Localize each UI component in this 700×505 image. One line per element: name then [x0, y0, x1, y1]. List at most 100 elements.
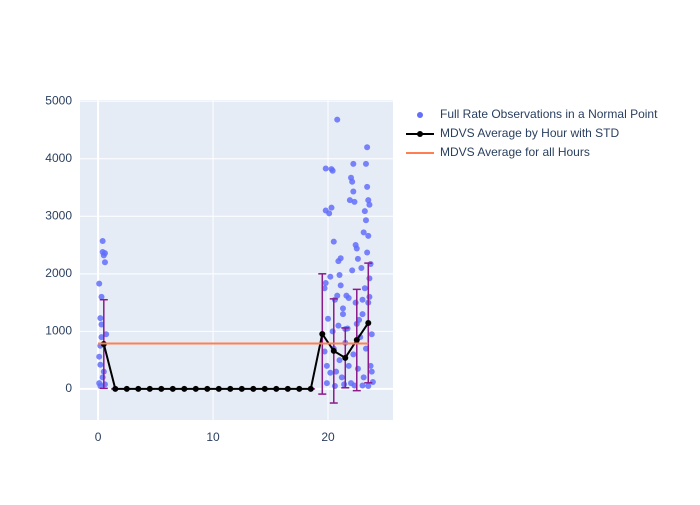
y-tick-label: 2000 — [45, 266, 72, 280]
legend-marker — [417, 131, 423, 137]
data-point — [329, 167, 336, 174]
data-point — [321, 348, 328, 355]
line-marker — [307, 385, 314, 392]
data-point — [327, 273, 334, 280]
data-point — [327, 369, 334, 376]
data-point — [350, 160, 357, 167]
data-point — [97, 383, 104, 390]
line-marker — [158, 385, 165, 392]
data-point — [351, 382, 358, 389]
data-point — [345, 294, 352, 301]
data-point — [364, 144, 371, 151]
data-point — [364, 249, 371, 256]
data-point — [362, 217, 369, 224]
line-marker — [319, 330, 326, 337]
line-marker — [353, 337, 360, 343]
legend-label: Full Rate Observations in a Normal Point — [440, 107, 658, 121]
data-point — [346, 197, 353, 204]
data-point — [101, 250, 108, 257]
data-point — [98, 334, 105, 341]
data-point — [366, 293, 373, 300]
line-marker — [135, 385, 142, 392]
data-point — [349, 267, 356, 274]
data-point — [353, 245, 360, 252]
line-marker — [169, 385, 176, 392]
data-point — [331, 383, 338, 390]
data-point — [341, 381, 348, 388]
data-point — [321, 285, 328, 292]
data-point — [368, 331, 375, 338]
data-point — [369, 379, 376, 386]
line-marker — [204, 385, 211, 392]
data-point — [361, 285, 368, 292]
data-point — [325, 315, 332, 322]
data-point — [365, 197, 372, 204]
line-marker — [296, 385, 303, 392]
line-marker — [330, 347, 337, 354]
legend-label: MDVS Average by Hour with STD — [440, 126, 620, 140]
data-point — [99, 374, 106, 381]
data-point — [322, 280, 329, 287]
line-marker — [146, 385, 153, 392]
line-marker — [112, 385, 119, 392]
data-point — [366, 201, 373, 208]
data-point — [97, 361, 104, 368]
line-marker — [215, 385, 222, 392]
data-point — [333, 368, 340, 375]
data-point — [360, 229, 367, 236]
data-point — [103, 331, 110, 338]
x-tick-label: 10 — [206, 430, 220, 444]
data-point — [354, 255, 361, 262]
data-point — [352, 299, 359, 306]
data-point — [368, 368, 375, 375]
line-marker — [365, 319, 372, 326]
data-point — [366, 275, 373, 282]
line-marker — [192, 385, 199, 392]
data-point — [101, 259, 108, 266]
data-point — [339, 311, 346, 318]
data-point — [323, 362, 330, 369]
data-point — [330, 238, 337, 245]
data-point — [362, 160, 369, 167]
x-tick-label: 20 — [321, 430, 335, 444]
line-marker — [181, 385, 188, 392]
data-point — [360, 374, 367, 381]
line-marker — [273, 385, 280, 392]
data-point — [98, 293, 105, 300]
plot-area — [80, 100, 393, 420]
line-marker — [238, 385, 245, 392]
line-marker — [123, 385, 130, 392]
legend-label: MDVS Average for all Hours — [440, 145, 590, 159]
line-marker — [261, 385, 268, 392]
y-tick-label: 1000 — [45, 324, 72, 338]
line-marker — [250, 385, 257, 392]
data-point — [359, 311, 366, 318]
line-marker — [284, 385, 291, 392]
data-point — [96, 280, 103, 287]
data-point — [365, 383, 372, 390]
data-point — [367, 362, 374, 369]
data-point — [326, 210, 333, 217]
data-point — [350, 351, 357, 358]
data-point — [97, 315, 104, 322]
data-point — [99, 238, 106, 245]
data-point — [359, 382, 366, 389]
data-point — [365, 232, 372, 239]
y-tick-label: 4000 — [45, 151, 72, 165]
line-marker — [342, 354, 349, 361]
data-point — [335, 322, 342, 329]
data-point — [364, 183, 371, 190]
data-point — [329, 328, 336, 335]
data-point — [338, 374, 345, 381]
y-tick-label: 3000 — [45, 208, 72, 222]
data-point — [345, 362, 352, 369]
data-point — [96, 353, 103, 360]
data-point — [337, 282, 344, 289]
line-marker — [227, 385, 234, 392]
data-point — [349, 178, 356, 185]
y-tick-label: 5000 — [45, 93, 72, 107]
data-point — [334, 292, 341, 299]
data-point — [334, 116, 341, 123]
y-tick-label: 0 — [65, 381, 72, 395]
